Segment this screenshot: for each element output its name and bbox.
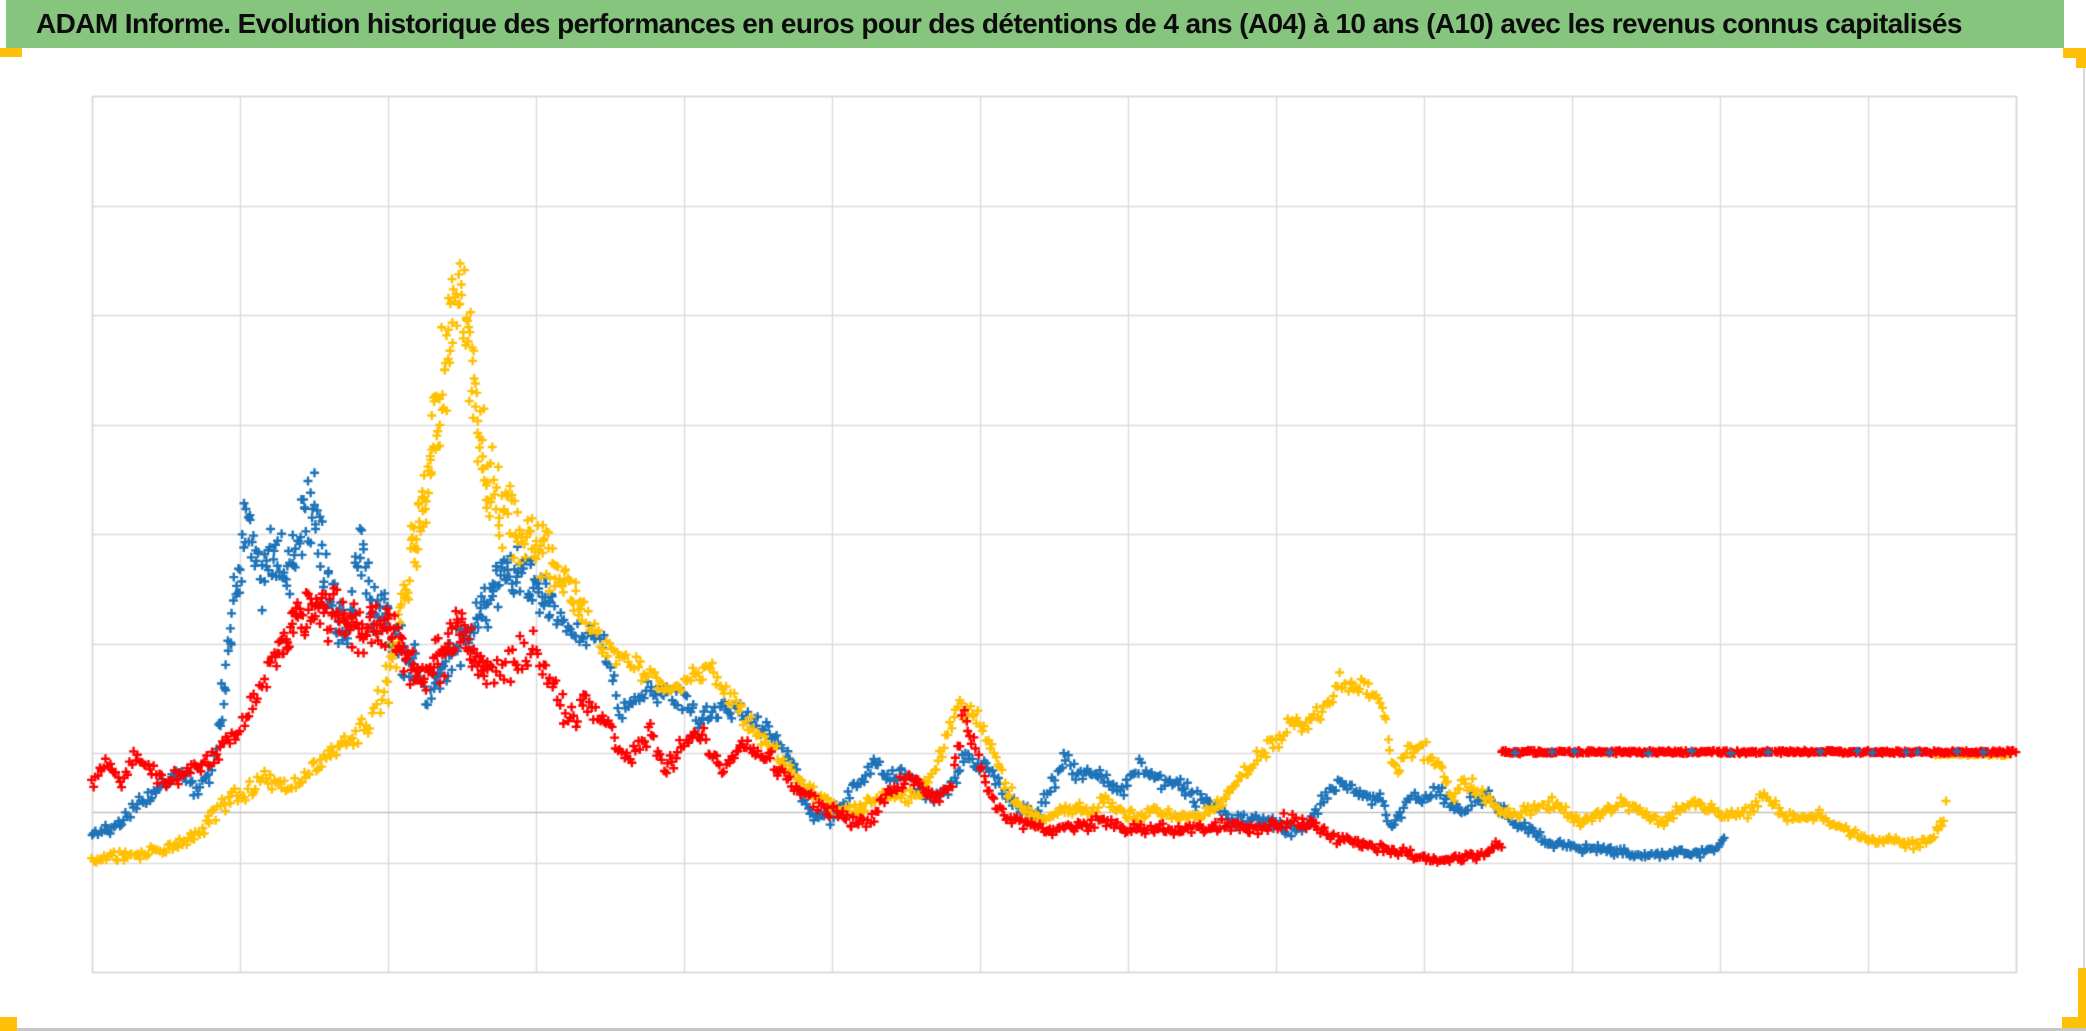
selection-handle-bottom-right[interactable] [2062,1017,2086,1028]
selection-handle-bottom-left[interactable] [0,1017,17,1031]
selection-handle-top-right-stub[interactable] [2076,48,2086,68]
window-bottom-border [0,1028,2086,1031]
selection-handle-bottom-right-stub[interactable] [2078,968,2086,1028]
window-right-border [2083,58,2085,1018]
chart-title-text: ADAM Informe. Evolution historique des p… [36,8,1962,39]
selection-handle-top-right[interactable] [2063,48,2086,58]
chart-title-bar: ADAM Informe. Evolution historique des p… [6,0,2064,48]
selection-handle-top-left[interactable] [0,48,22,57]
